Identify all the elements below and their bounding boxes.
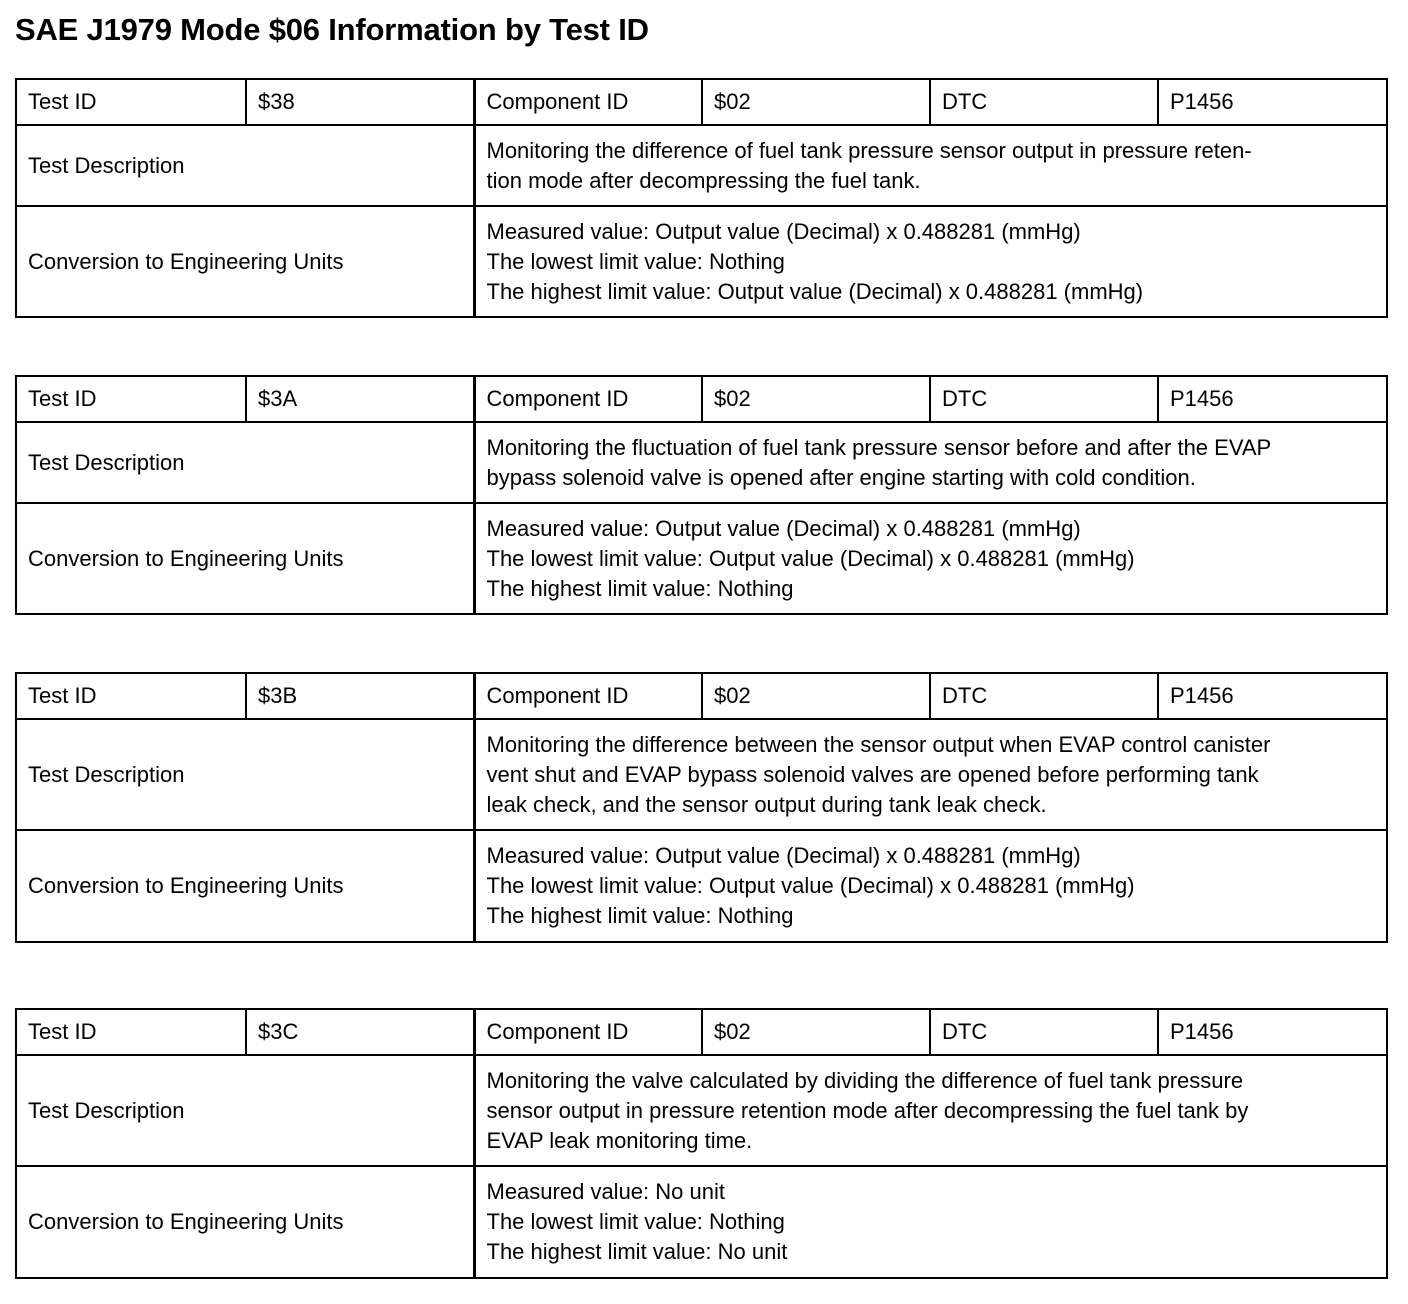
text-line: The lowest limit value: Nothing [486,1209,785,1234]
header-row: Test ID $38 Component ID $02 DTC P1456 [15,78,1388,126]
dtc-value: P1456 [1157,375,1388,423]
test-id-value: $3A [245,375,475,423]
text-line: Monitoring the difference between the se… [486,731,1271,757]
test-description-value: Monitoring the fluctuation of fuel tank … [472,421,1388,504]
component-id-label: Component ID [472,375,703,423]
dtc-value: P1456 [1157,78,1388,126]
text-line: Monitoring the difference of fuel tank p… [486,137,1252,163]
text-line: EVAP leak monitoring time. [486,1127,753,1153]
text-line: Monitoring the valve calculated by divid… [486,1067,1244,1093]
component-id-label: Component ID [472,672,703,720]
component-id-value: $02 [701,78,931,126]
text-line: tion mode after decompressing the fuel t… [486,167,921,193]
header-row: Test ID $3A Component ID $02 DTC P1456 [15,375,1388,423]
dtc-label: DTC [929,672,1159,720]
test-id-value: $3C [245,1008,475,1056]
conversion-label: Conversion to Engineering Units [15,205,475,318]
text-line: The highest limit value: Nothing [486,575,794,601]
text-line: Measured value: Output value (Decimal) x… [486,843,1081,868]
conversion-value: Measured value: Output value (Decimal) x… [472,502,1388,615]
dtc-value: P1456 [1157,672,1388,720]
test-description-value: Monitoring the difference of fuel tank p… [472,124,1388,207]
test-table: Test ID $38 Component ID $02 DTC P1456 T… [15,78,1388,318]
test-id-value: $3B [245,672,475,720]
dtc-value: P1456 [1157,1008,1388,1056]
test-table: Test ID $3B Component ID $02 DTC P1456 T… [15,672,1388,943]
test-description-label: Test Description [15,421,475,504]
text-line: bypass solenoid valve is opened after en… [486,464,1196,490]
text-line: Monitoring the fluctuation of fuel tank … [486,434,1272,460]
test-description-label: Test Description [15,718,475,831]
conversion-value: Measured value: No unit The lowest limit … [472,1165,1388,1279]
conversion-label: Conversion to Engineering Units [15,1165,475,1279]
test-table: Test ID $3C Component ID $02 DTC P1456 T… [15,1008,1388,1279]
conversion-label: Conversion to Engineering Units [15,829,475,943]
test-id-label: Test ID [15,78,247,126]
dtc-label: DTC [929,78,1159,126]
dtc-label: DTC [929,1008,1159,1056]
component-id-value: $02 [701,1008,931,1056]
component-id-value: $02 [701,375,931,423]
test-id-label: Test ID [15,375,247,423]
header-row: Test ID $3C Component ID $02 DTC P1456 [15,1008,1388,1056]
conversion-row: Conversion to Engineering Units Measured… [15,502,1388,615]
component-id-label: Component ID [472,78,703,126]
text-line: The highest limit value: Output value (D… [486,278,1144,304]
conversion-label: Conversion to Engineering Units [15,502,475,615]
test-description-label: Test Description [15,124,475,207]
page-title: SAE J1979 Mode $06 Information by Test I… [15,12,649,47]
conversion-row: Conversion to Engineering Units Measured… [15,205,1388,318]
conversion-value: Measured value: Output value (Decimal) x… [472,205,1388,318]
test-id-label: Test ID [15,672,247,720]
text-line: Measured value: Output value (Decimal) x… [486,515,1081,541]
header-row: Test ID $3B Component ID $02 DTC P1456 [15,672,1388,720]
test-description-label: Test Description [15,1054,475,1167]
description-row: Test Description Monitoring the differen… [15,124,1388,207]
conversion-row: Conversion to Engineering Units Measured… [15,829,1388,943]
text-line: Measured value: No unit [486,1179,725,1204]
conversion-value: Measured value: Output value (Decimal) x… [472,829,1388,943]
dtc-label: DTC [929,375,1159,423]
text-line: The lowest limit value: Nothing [486,248,785,274]
test-table: Test ID $3A Component ID $02 DTC P1456 T… [15,375,1388,615]
text-line: leak check, and the sensor output during… [486,791,1047,817]
conversion-row: Conversion to Engineering Units Measured… [15,1165,1388,1279]
description-row: Test Description Monitoring the fluctuat… [15,421,1388,504]
test-description-value: Monitoring the difference between the se… [472,718,1388,831]
test-id-value: $38 [245,78,475,126]
text-line: Measured value: Output value (Decimal) x… [486,218,1081,244]
text-line: vent shut and EVAP bypass solenoid valve… [486,761,1259,787]
text-line: The highest limit value: No unit [486,1239,788,1264]
text-line: sensor output in pressure retention mode… [486,1097,1249,1123]
component-id-value: $02 [701,672,931,720]
component-id-label: Component ID [472,1008,703,1056]
description-row: Test Description Monitoring the valve ca… [15,1054,1388,1167]
description-row: Test Description Monitoring the differen… [15,718,1388,831]
text-line: The lowest limit value: Output value (De… [486,545,1135,571]
test-description-value: Monitoring the valve calculated by divid… [472,1054,1388,1167]
text-line: The highest limit value: Nothing [486,903,794,928]
test-id-label: Test ID [15,1008,247,1056]
text-line: The lowest limit value: Output value (De… [486,873,1135,898]
